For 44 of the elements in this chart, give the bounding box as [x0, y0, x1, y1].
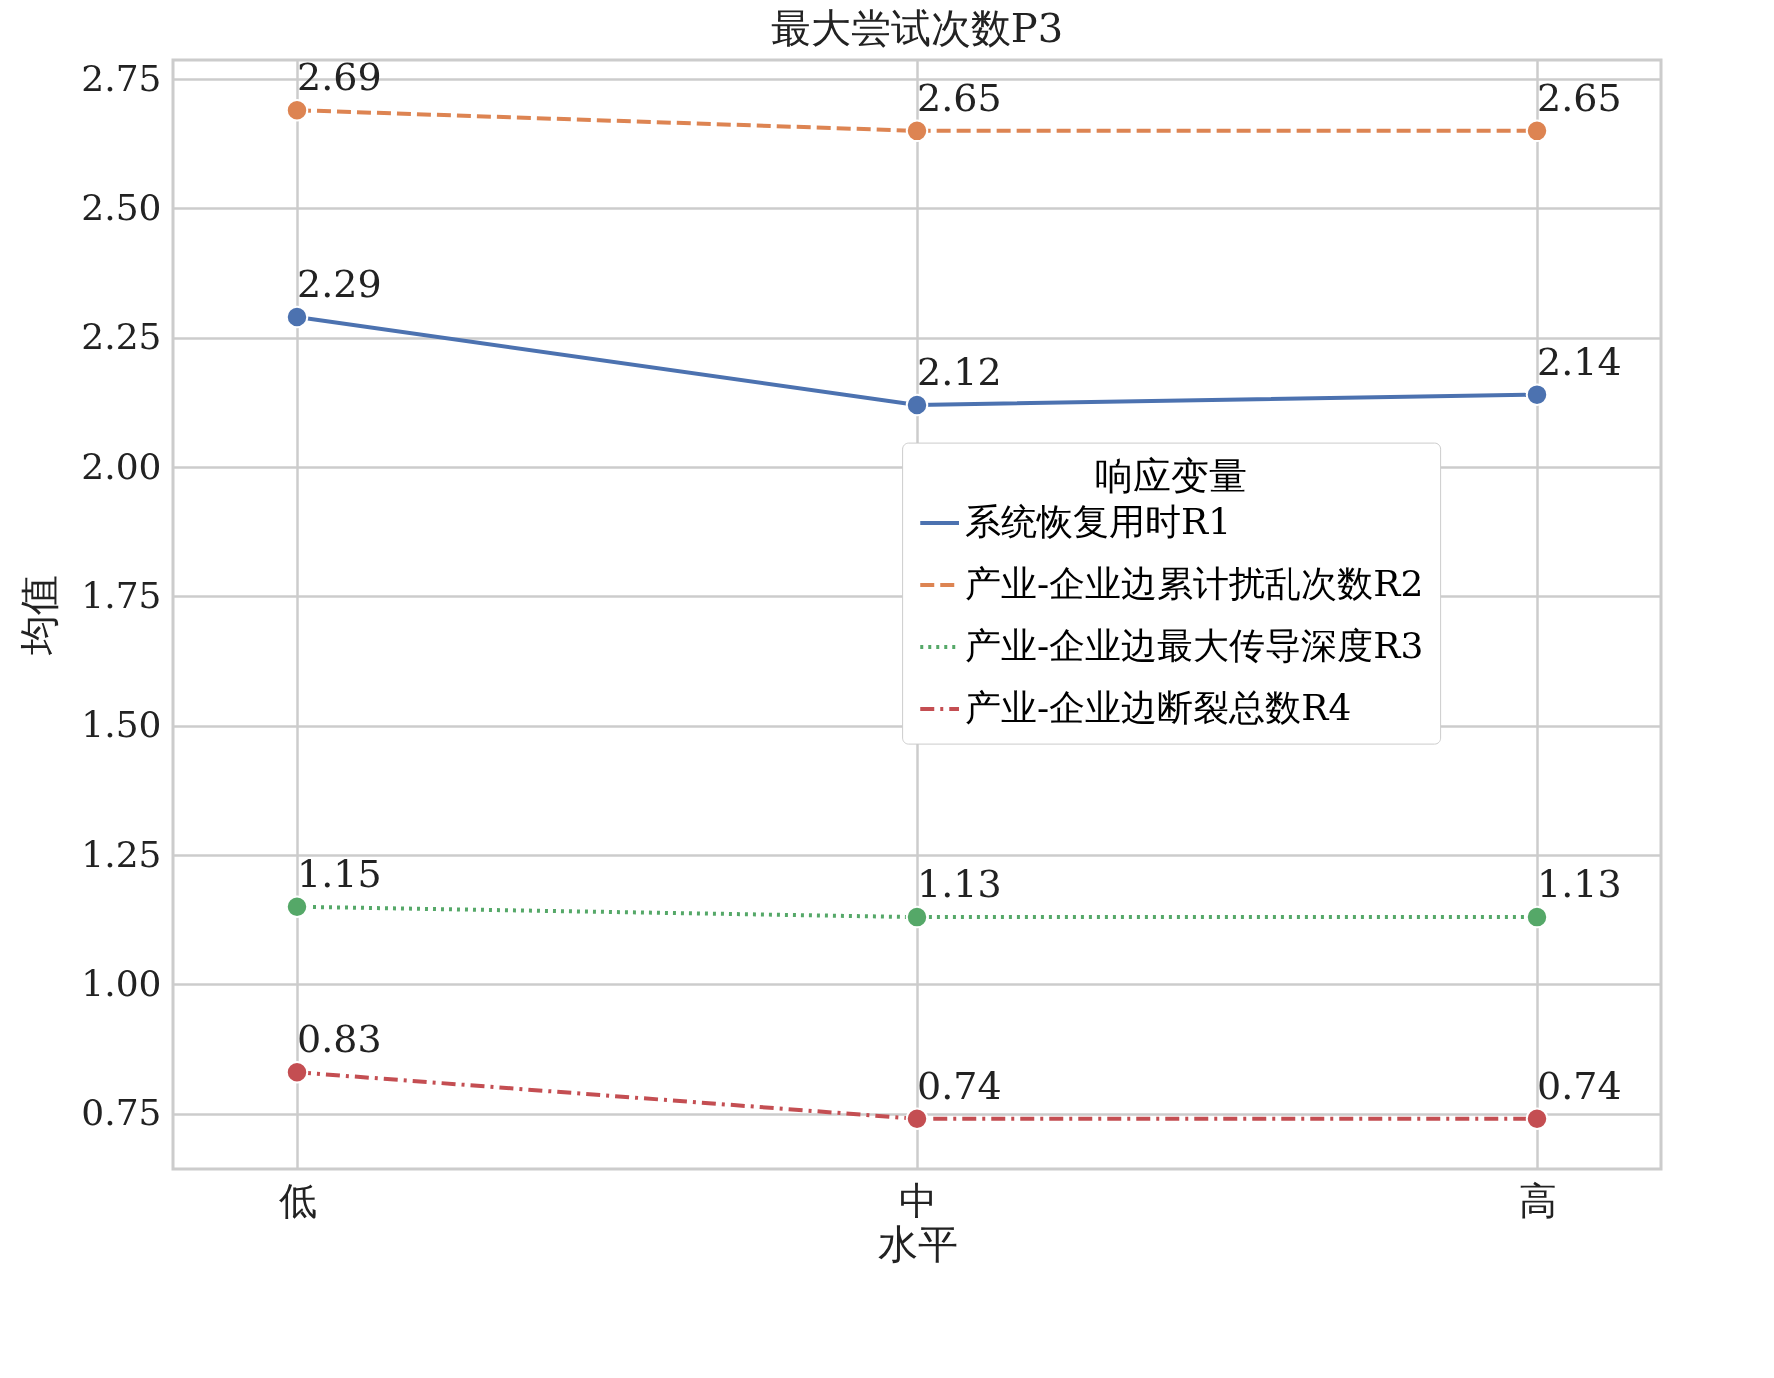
data-label: 0.74: [917, 1063, 1002, 1108]
point: [905, 393, 929, 417]
y-tick-label: 1.75: [81, 574, 162, 616]
data-label: 1.13: [1537, 862, 1622, 907]
point: [905, 1107, 929, 1131]
data-label: 2.12: [917, 350, 1002, 395]
y-tick-label: 1.00: [81, 962, 162, 1004]
point: [905, 905, 929, 929]
x-tick-label: 低: [278, 1178, 317, 1223]
data-label: 2.69: [297, 55, 382, 100]
y-tick-label: 2.00: [81, 445, 162, 487]
x-tick-label: 中: [898, 1178, 937, 1223]
point: [1525, 383, 1549, 406]
data-label: 2.14: [1537, 339, 1622, 384]
y-tick-label: 2.25: [81, 316, 162, 358]
data-label: 0.83: [297, 1017, 382, 1062]
point: [905, 119, 929, 143]
y-tick-label: 0.75: [81, 1092, 162, 1134]
data-label: 1.15: [297, 851, 382, 896]
legend-label: 产业-企业边最大传导深度R3: [965, 625, 1424, 667]
point: [285, 305, 309, 329]
point: [285, 98, 309, 122]
data-label: 2.29: [297, 262, 382, 307]
point: [285, 895, 309, 918]
point: [285, 1061, 309, 1084]
legend-label: 产业-企业边断裂总数R4: [965, 687, 1352, 729]
legend-title: 响应变量: [1095, 453, 1248, 498]
legend-label: 产业-企业边累计扰乱次数R2: [965, 563, 1424, 605]
x-axis-title: 水平: [877, 1220, 958, 1267]
y-axis-title: 均值: [16, 575, 63, 656]
point: [1525, 905, 1549, 929]
point: [1525, 1107, 1549, 1131]
point: [1525, 119, 1549, 143]
y-tick-label: 2.75: [81, 57, 162, 99]
x-tick-label: 高: [1518, 1178, 1557, 1223]
data-label: 0.74: [1537, 1063, 1622, 1108]
data-label: 2.65: [917, 75, 1002, 120]
data-label: 1.13: [917, 862, 1002, 907]
legend-label: 系统恢复用时R1: [965, 501, 1232, 543]
y-tick-label: 1.50: [81, 704, 162, 746]
y-tick-label: 1.25: [81, 833, 162, 875]
data-label: 2.65: [1537, 75, 1622, 120]
y-tick-label: 2.50: [81, 186, 162, 228]
chart-title: 最大尝试次数P3: [770, 5, 1064, 51]
